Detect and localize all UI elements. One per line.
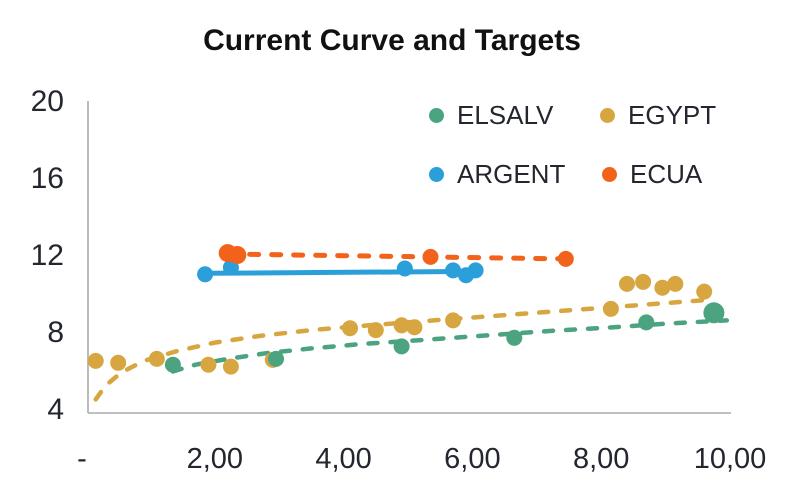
- legend-item-argent: ARGENT: [429, 159, 565, 190]
- legend-label-argent: ARGENT: [457, 159, 566, 189]
- argent-data-point: [197, 266, 214, 283]
- egypt-data-point: [619, 275, 635, 292]
- y-tick-label-20: 20: [31, 85, 64, 118]
- egypt-data-point: [667, 275, 684, 292]
- y-tick-label-4: 4: [47, 393, 64, 426]
- x-tick-label-4,00: 4,00: [315, 443, 371, 475]
- egypt-data-point: [200, 356, 217, 373]
- elsalv-data-point: [703, 302, 725, 324]
- egypt-data-point: [654, 279, 671, 296]
- ecua-marker-icon: [602, 167, 617, 182]
- ecua-data-point: [228, 246, 247, 264]
- egypt-data-point: [342, 320, 358, 337]
- ecua-trend-line: [225, 251, 569, 262]
- elsalv-data-point: [393, 338, 410, 355]
- egypt-marker-icon: [600, 108, 615, 123]
- egypt-trend-line: [93, 297, 707, 402]
- argent-trend-line: [202, 268, 479, 276]
- x-tick-label-6,00: 6,00: [444, 443, 500, 475]
- legend-item-elsalv: ELSALV: [429, 100, 553, 131]
- y-tick-label-12: 12: [31, 239, 64, 272]
- egypt-data-point: [148, 350, 165, 367]
- elsalv-data-point: [164, 356, 181, 373]
- legend-item-egypt: EGYPT: [600, 100, 716, 131]
- egypt-data-point: [635, 273, 652, 290]
- elsalv-marker-icon: [429, 108, 444, 123]
- legend-label-elsalv: ELSALV: [457, 100, 554, 130]
- egypt-data-point: [87, 352, 104, 369]
- x-tick-label--: -: [77, 443, 87, 475]
- ecua-data-point: [557, 250, 574, 267]
- elsalv-data-point: [638, 314, 655, 331]
- ecua-data-point: [422, 248, 439, 265]
- egypt-data-point: [222, 358, 239, 375]
- argent-data-point: [467, 262, 484, 279]
- argent-data-point: [396, 260, 413, 277]
- egypt-data-point: [602, 300, 619, 317]
- egypt-data-point: [696, 283, 713, 300]
- legend-label-ecua: ECUA: [630, 159, 703, 189]
- egypt-data-point: [110, 354, 127, 371]
- egypt-data-point: [393, 317, 410, 334]
- argent-marker-icon: [429, 167, 444, 182]
- egypt-data-point: [445, 312, 462, 329]
- y-tick-label-8: 8: [47, 316, 64, 349]
- elsalv-data-point: [268, 350, 284, 367]
- egypt-data-point: [406, 319, 423, 336]
- argent-data-point: [445, 262, 462, 279]
- egypt-data-point: [367, 322, 384, 339]
- legend-item-ecua: ECUA: [602, 159, 702, 190]
- elsalv-trend-line: [170, 318, 730, 374]
- elsalv-data-point: [506, 329, 523, 346]
- x-tick-label-10,00: 10,00: [694, 443, 767, 475]
- x-tick-label-2,00: 2,00: [187, 443, 243, 475]
- chart-title: Current Curve and Targets: [203, 24, 581, 57]
- x-tick-label-8,00: 8,00: [573, 443, 629, 475]
- y-tick-label-16: 16: [31, 162, 64, 195]
- legend-label-egypt: EGYPT: [628, 100, 717, 130]
